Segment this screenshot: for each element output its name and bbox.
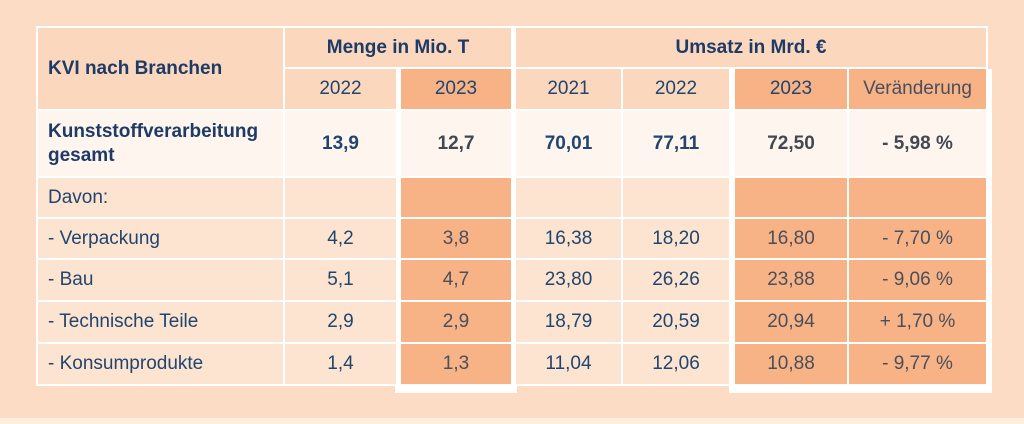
row-label-gesamt: Kunststoffverarbeitung gesamt <box>38 111 283 176</box>
value-cell: 72,50 <box>735 111 847 176</box>
value-cell: 23,88 <box>735 260 847 300</box>
value-cell: 12,06 <box>623 344 729 384</box>
value-cell: 18,20 <box>623 219 729 258</box>
row-label-bau: - Bau <box>38 260 283 300</box>
empty-cell <box>735 178 847 217</box>
value-cell: 11,04 <box>516 344 621 384</box>
row-label-verpackung: - Verpackung <box>38 219 283 258</box>
empty-cell <box>285 178 396 217</box>
year-header-menge-2022: 2022 <box>285 69 396 109</box>
year-header-umsatz-2021: 2021 <box>516 69 621 109</box>
value-cell: 1,4 <box>285 344 396 384</box>
empty-cell <box>623 178 729 217</box>
value-cell: 16,80 <box>735 219 847 258</box>
empty-cell <box>516 178 621 217</box>
value-cell: 12,7 <box>401 111 511 176</box>
row-label-technische-teile: - Technische Teile <box>38 302 283 342</box>
value-cell: - 9,06 % <box>849 260 986 300</box>
empty-cell <box>401 178 511 217</box>
value-cell: 70,01 <box>516 111 621 176</box>
value-cell: + 1,70 % <box>849 302 986 342</box>
value-cell: 20,94 <box>735 302 847 342</box>
value-cell: 23,80 <box>516 260 621 300</box>
year-header-menge-2023: 2023 <box>401 69 511 109</box>
value-cell: 1,3 <box>401 344 511 384</box>
year-header-veraenderung: Veränderung <box>849 69 986 109</box>
year-header-umsatz-2023: 2023 <box>735 69 847 109</box>
value-cell: 10,88 <box>735 344 847 384</box>
value-cell: - 7,70 % <box>849 219 986 258</box>
row-label-davon: Davon: <box>38 178 283 217</box>
value-cell: 5,1 <box>285 260 396 300</box>
value-cell: 77,11 <box>623 111 729 176</box>
value-cell: 3,8 <box>401 219 511 258</box>
value-cell: - 5,98 % <box>849 111 986 176</box>
value-cell: 4,7 <box>401 260 511 300</box>
page-bottom-strip <box>0 418 1024 424</box>
value-cell: 2,9 <box>285 302 396 342</box>
value-cell: 13,9 <box>285 111 396 176</box>
value-cell: 26,26 <box>623 260 729 300</box>
corner-header: KVI nach Branchen <box>38 28 283 109</box>
kvi-table: KVI nach Branchen Menge in Mio. T Umsatz… <box>36 26 988 386</box>
empty-cell <box>849 178 986 217</box>
value-cell: 16,38 <box>516 219 621 258</box>
value-cell: 4,2 <box>285 219 396 258</box>
value-cell: 18,79 <box>516 302 621 342</box>
value-cell: 2,9 <box>401 302 511 342</box>
value-cell: 20,59 <box>623 302 729 342</box>
group-header-menge: Menge in Mio. T <box>285 28 511 67</box>
group-header-umsatz: Umsatz in Mrd. € <box>516 28 986 67</box>
year-header-umsatz-2022: 2022 <box>623 69 729 109</box>
row-label-konsumprodukte: - Konsumprodukte <box>38 344 283 384</box>
value-cell: - 9,77 % <box>849 344 986 384</box>
